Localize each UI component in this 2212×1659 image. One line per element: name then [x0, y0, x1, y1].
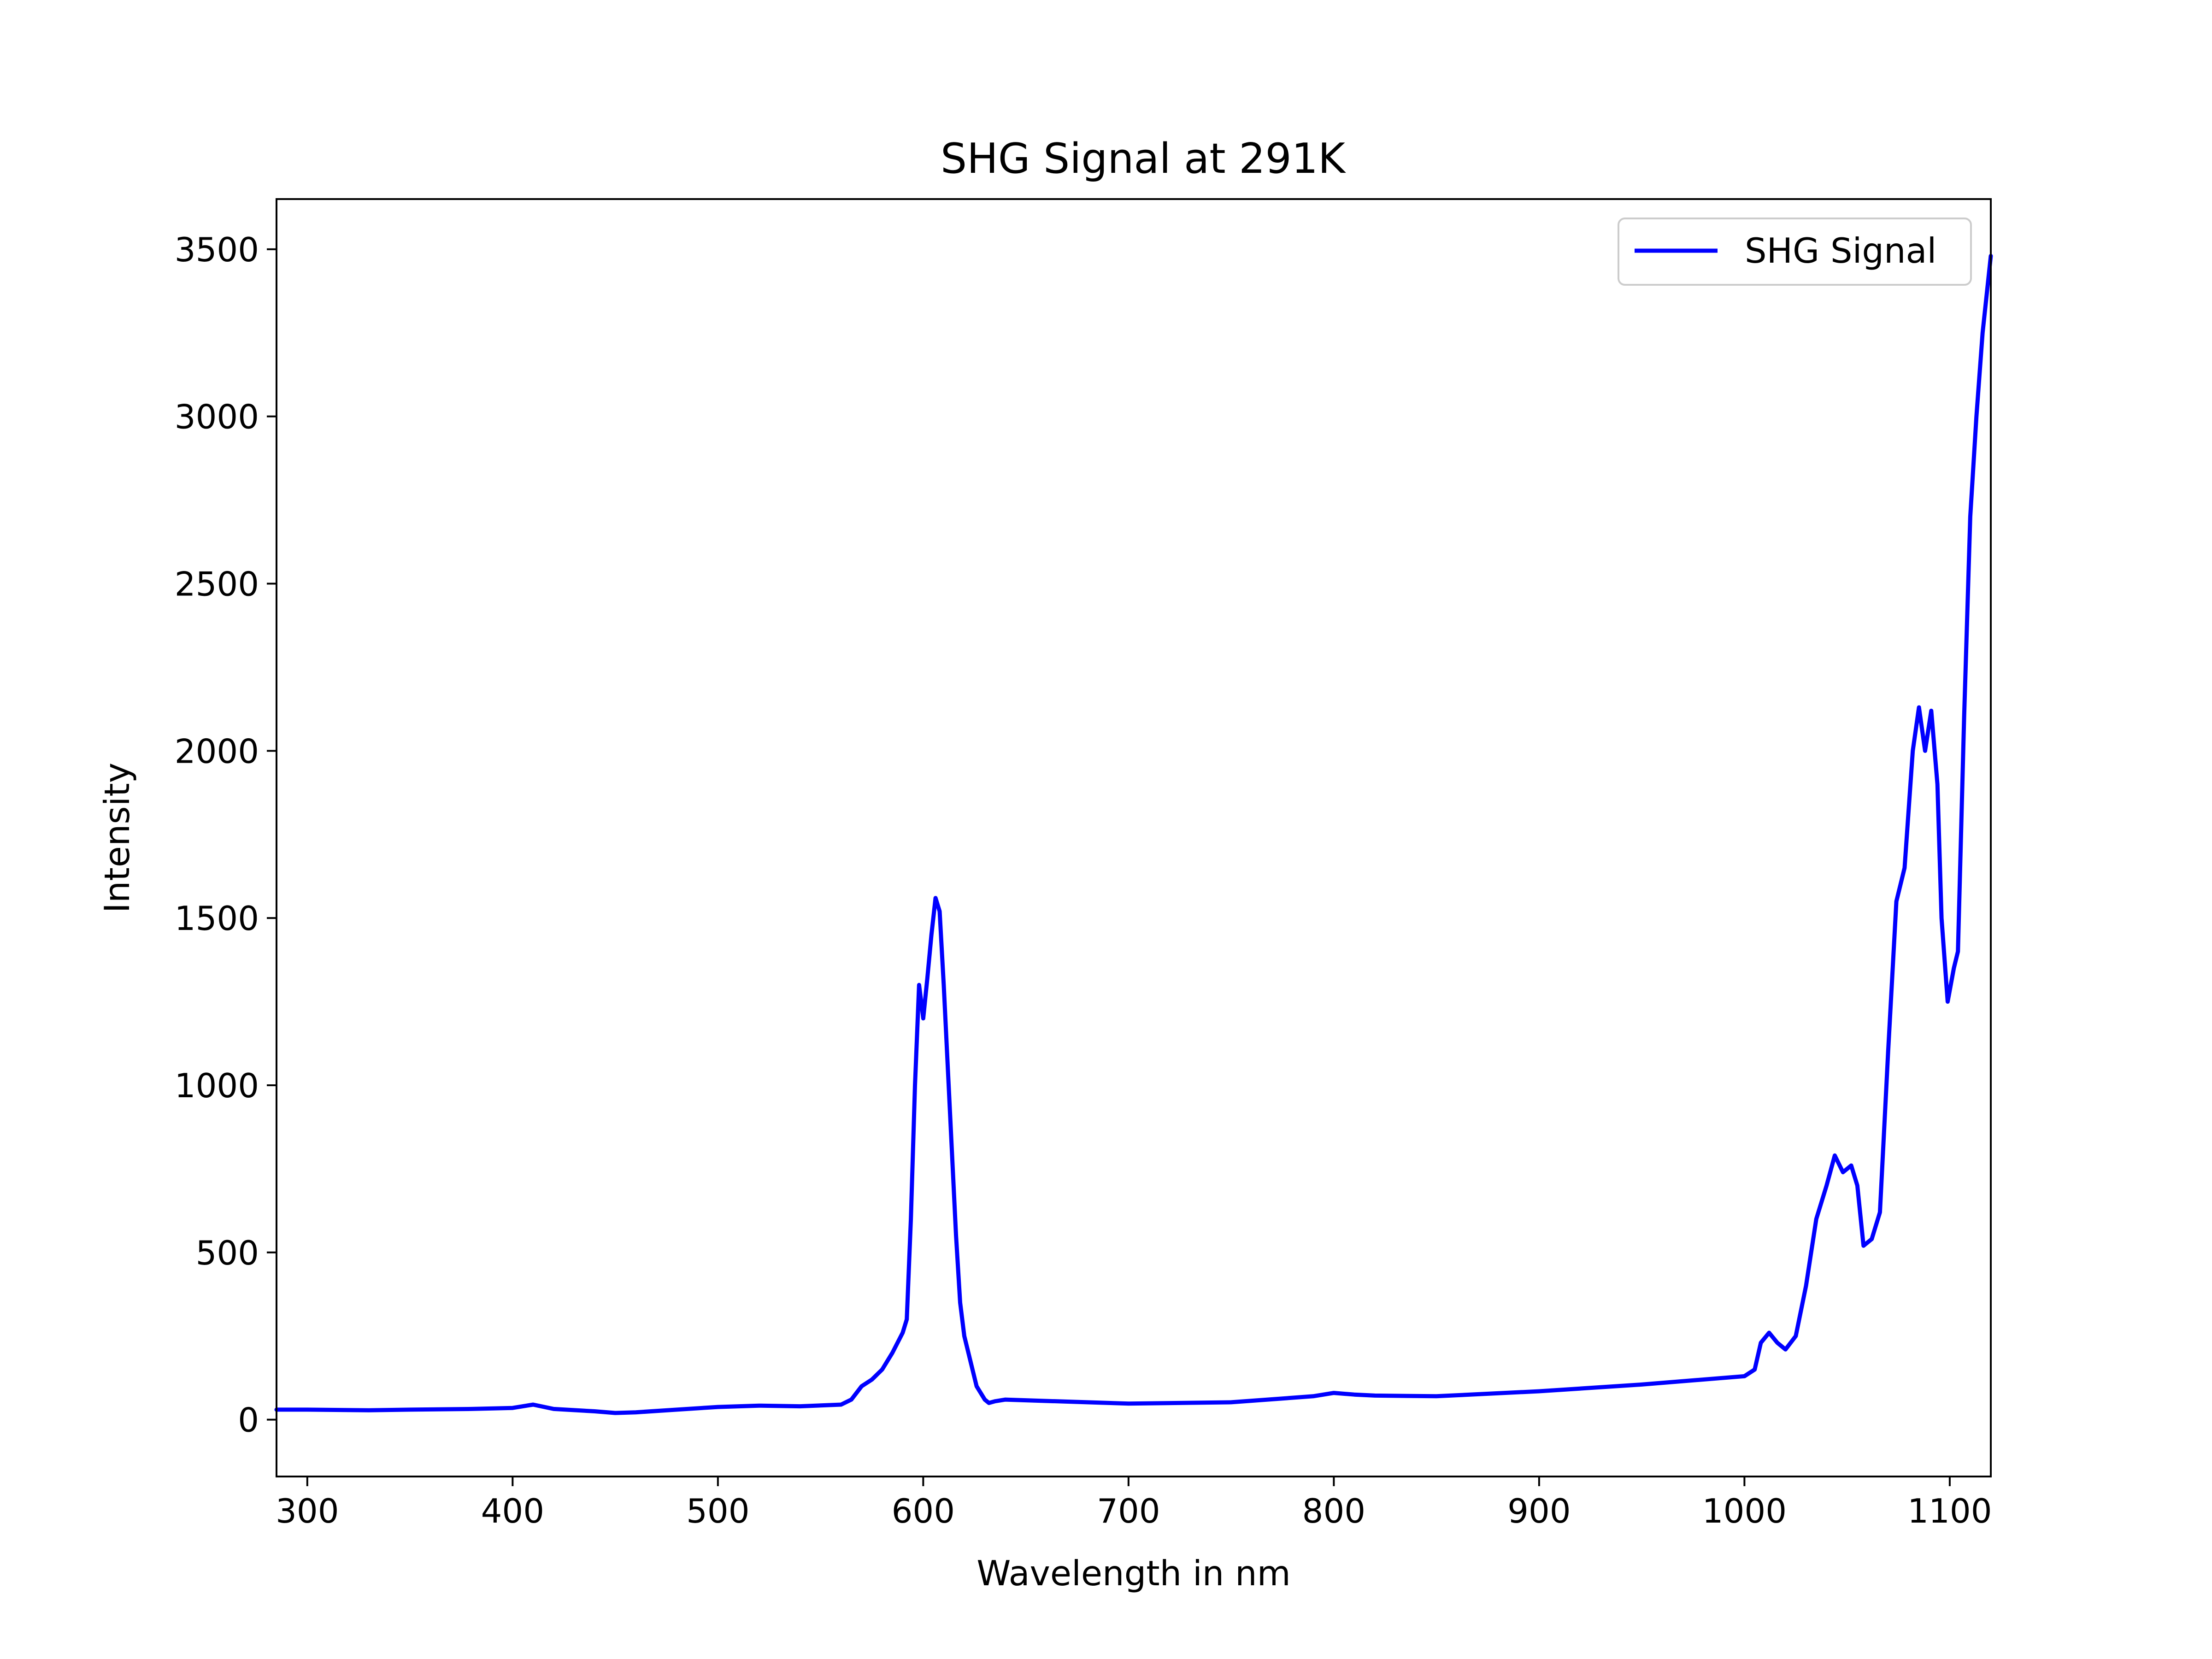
- y-tick-label: 1500: [175, 899, 259, 938]
- plot-area: [274, 253, 1993, 1415]
- x-axis-label: Wavelength in nm: [977, 1553, 1291, 1594]
- y-tick-label: 2500: [175, 565, 259, 604]
- y-tick-label: 0: [238, 1401, 259, 1440]
- x-tick-label: 700: [1097, 1492, 1160, 1530]
- x-tick-label: 400: [481, 1492, 544, 1530]
- y-tick-label: 2000: [175, 732, 259, 771]
- legend-box: [1618, 218, 1972, 286]
- series-line-shg-signal: [274, 253, 1993, 1415]
- y-axis-label: Intensity: [97, 763, 137, 913]
- axes-frame: [276, 198, 1992, 1477]
- x-tick-label: 600: [892, 1492, 955, 1530]
- x-tick-label: 800: [1302, 1492, 1365, 1530]
- legend-label-shg-signal: SHG Signal: [1745, 230, 1936, 271]
- chart-title: SHG Signal at 291K: [941, 135, 1346, 183]
- x-tick-label: 300: [276, 1492, 339, 1530]
- y-tick-label: 3000: [175, 398, 259, 436]
- legend: SHG Signal: [1618, 218, 1972, 286]
- x-axis-ticks: 300 400 500 600 700 800 900 1000 1100: [276, 1477, 1992, 1530]
- x-tick-label: 500: [686, 1492, 749, 1530]
- x-tick-label: 1000: [1702, 1492, 1787, 1530]
- y-tick-label: 1000: [175, 1066, 259, 1105]
- y-tick-label: 500: [196, 1234, 259, 1272]
- x-tick-label: 900: [1507, 1492, 1571, 1530]
- x-tick-label: 1100: [1907, 1492, 1992, 1530]
- y-axis-ticks: 0 500 1000 1500 2000 2500 3000 3500: [175, 230, 276, 1440]
- y-tick-label: 3500: [175, 230, 259, 269]
